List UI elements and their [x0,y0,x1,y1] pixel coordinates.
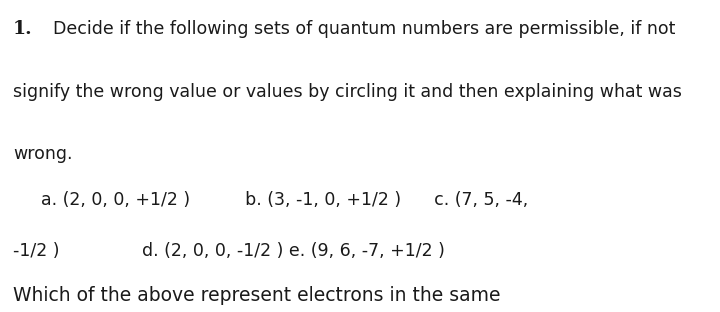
Text: 1.: 1. [13,20,32,38]
Text: Which of the above represent electrons in the same: Which of the above represent electrons i… [13,286,500,305]
Text: Decide if the following sets of quantum numbers are permissible, if not: Decide if the following sets of quantum … [53,20,675,38]
Text: signify the wrong value or values by circling it and then explaining what was: signify the wrong value or values by cir… [13,83,682,101]
Text: wrong.: wrong. [13,145,73,163]
Text: a. (2, 0, 0, +1/2 )          b. (3, -1, 0, +1/2 )      c. (7, 5, -4,: a. (2, 0, 0, +1/2 ) b. (3, -1, 0, +1/2 )… [41,191,528,209]
Text: -1/2 )               d. (2, 0, 0, -1/2 ) e. (9, 6, -7, +1/2 ): -1/2 ) d. (2, 0, 0, -1/2 ) e. (9, 6, -7,… [13,242,445,260]
